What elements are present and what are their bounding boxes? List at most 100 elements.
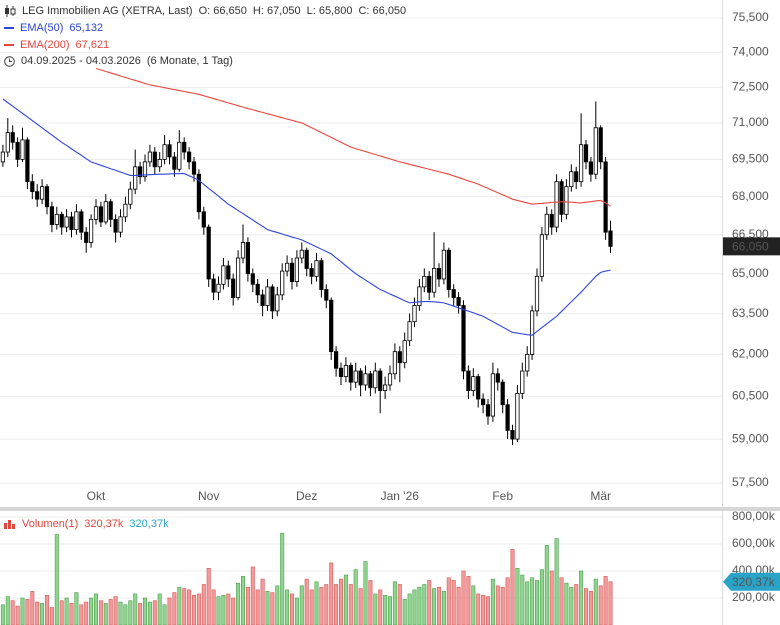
volume-bar bbox=[84, 601, 89, 625]
y-tick-label: 800,00k bbox=[732, 509, 776, 523]
volume-bar bbox=[515, 567, 520, 625]
y-tick-label: 62,000 bbox=[732, 347, 769, 361]
candle-body bbox=[25, 139, 30, 183]
candle-body bbox=[5, 132, 10, 153]
volume-bar bbox=[569, 586, 574, 625]
clock-icon bbox=[4, 55, 15, 67]
volume-bar bbox=[402, 599, 407, 625]
y-tick-label: 65,000 bbox=[732, 266, 769, 280]
candle-body bbox=[177, 141, 182, 170]
candle-body bbox=[93, 206, 99, 220]
candle-body bbox=[490, 373, 496, 417]
candle-body bbox=[588, 161, 594, 175]
candle-body bbox=[113, 219, 118, 233]
x-tick-label: Dez bbox=[296, 489, 317, 503]
candle-body bbox=[358, 370, 363, 386]
candle-body bbox=[431, 268, 437, 293]
y-tick-label: 600,00k bbox=[732, 536, 776, 550]
volume-bar bbox=[490, 578, 495, 625]
candle-body bbox=[525, 354, 530, 372]
candle-body bbox=[451, 289, 456, 298]
volume-bar bbox=[392, 581, 397, 625]
candle-body bbox=[378, 370, 383, 391]
volume-bar bbox=[363, 561, 368, 625]
candle-body bbox=[280, 270, 285, 296]
volume-bar bbox=[583, 588, 588, 625]
volume-bar bbox=[0, 604, 5, 625]
volume-bar bbox=[422, 584, 427, 625]
volume-bar bbox=[196, 593, 201, 625]
candle-body bbox=[363, 373, 368, 386]
legend-row: EMA(50) 65,132 bbox=[4, 21, 103, 35]
date-range: 04.09.2025 - 04.03.2026 bbox=[21, 55, 141, 67]
candle-body bbox=[500, 381, 505, 406]
candle-body bbox=[476, 376, 481, 400]
volume-bar bbox=[20, 597, 25, 625]
ohlc-low: L: 65,800 bbox=[306, 5, 353, 17]
volume-bar bbox=[74, 592, 79, 625]
volume-bar bbox=[206, 567, 211, 625]
volume-bar bbox=[539, 569, 544, 625]
candle-body bbox=[133, 166, 138, 190]
ohlc-open: O: 66,650 bbox=[198, 5, 247, 17]
volume-bar bbox=[397, 584, 402, 625]
candle-body bbox=[186, 151, 192, 163]
candle-body bbox=[245, 242, 250, 275]
candle-body bbox=[167, 144, 172, 158]
candle-body bbox=[319, 260, 324, 290]
candle-body bbox=[118, 216, 123, 233]
candle-body bbox=[387, 373, 393, 386]
candle-body bbox=[412, 305, 417, 323]
volume-bar bbox=[15, 605, 20, 625]
candle-body bbox=[40, 186, 45, 200]
candle-body bbox=[583, 144, 589, 163]
candle-body bbox=[142, 161, 148, 178]
volume-bar bbox=[309, 589, 314, 625]
candle-body bbox=[574, 171, 579, 183]
candle-body bbox=[422, 275, 427, 288]
volume-bar bbox=[44, 594, 49, 625]
volume-bar bbox=[334, 584, 339, 625]
candle-body bbox=[157, 159, 162, 168]
y-tick-label: 75,500 bbox=[732, 10, 769, 24]
legend-swatch bbox=[4, 27, 14, 29]
candle-body bbox=[348, 365, 353, 383]
candle-body bbox=[510, 430, 515, 440]
volume-bar bbox=[54, 534, 59, 625]
candle-body bbox=[260, 294, 265, 306]
candle-body bbox=[54, 213, 59, 225]
candle-body bbox=[417, 286, 422, 306]
volume-bar bbox=[35, 601, 40, 625]
candle-body bbox=[485, 404, 491, 417]
ohlc-close: C: 66,050 bbox=[358, 5, 407, 17]
candle-body bbox=[456, 297, 461, 306]
volume-bar bbox=[451, 580, 456, 625]
candle-body bbox=[10, 132, 15, 143]
candle-body bbox=[603, 161, 608, 233]
candle-body bbox=[44, 186, 50, 208]
volume-bar bbox=[245, 586, 250, 625]
volume-bar bbox=[368, 580, 373, 625]
volume-bar bbox=[270, 592, 275, 625]
volume-bar bbox=[324, 584, 329, 625]
candle-body bbox=[15, 141, 20, 160]
candle-body bbox=[373, 370, 378, 389]
candle-body bbox=[216, 283, 221, 293]
legend-label: EMA(200) bbox=[20, 39, 70, 51]
volume-bar bbox=[98, 600, 103, 625]
volume-bar bbox=[564, 582, 569, 625]
legend-value: 320,37k bbox=[84, 518, 124, 530]
candle-body bbox=[407, 321, 412, 342]
candle-body bbox=[108, 201, 113, 220]
candle-body bbox=[294, 257, 300, 283]
candle-body bbox=[534, 275, 540, 312]
volume-bar bbox=[593, 578, 598, 625]
candle-body bbox=[515, 393, 520, 440]
y-tick-label: 68,000 bbox=[732, 189, 769, 203]
legend-value: 320,37k bbox=[129, 518, 169, 530]
x-tick-label: Nov bbox=[198, 489, 219, 503]
candle-body bbox=[593, 127, 598, 175]
volume-bar bbox=[79, 604, 84, 625]
ema-line bbox=[2, 98, 611, 336]
candle-body bbox=[598, 127, 603, 163]
